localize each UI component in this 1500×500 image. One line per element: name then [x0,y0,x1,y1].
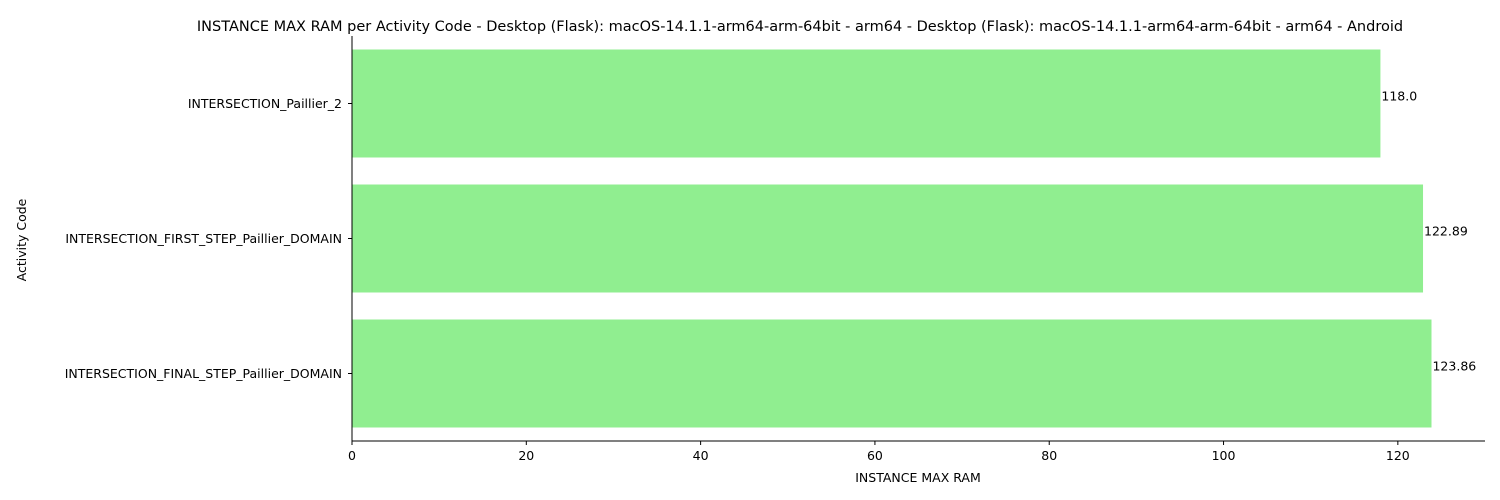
x-tick-label: 40 [693,448,709,463]
x-tick-label: 80 [1041,448,1057,463]
y-axis-label: Activity Code [14,198,29,281]
x-tick-label: 60 [867,448,883,463]
x-tick-label: 0 [348,448,356,463]
y-tick-label: INTERSECTION_Paillier_2 [188,96,342,111]
bar-value-label: 118.0 [1381,89,1417,104]
bar-0 [352,49,1381,158]
y-axis-ticks: INTERSECTION_Paillier_2 INTERSECTION_FIRS… [65,96,352,381]
y-tick-label: INTERSECTION_FIRST_STEP_Paillier_DOMAIN [65,231,342,246]
x-axis-label: INSTANCE MAX RAM [855,470,981,485]
x-tick-label: 20 [518,448,534,463]
bar-value-label: 123.86 [1432,359,1476,374]
value-labels-group: 118.0 122.89 123.86 [1381,89,1476,374]
bar-value-label: 122.89 [1424,224,1468,239]
y-tick-label: INTERSECTION_FINAL_STEP_Paillier_DOMAIN [65,366,342,381]
x-tick-label: 100 [1212,448,1236,463]
bar-1 [352,184,1424,293]
axes-frame [351,36,1485,442]
chart-title: INSTANCE MAX RAM per Activity Code - Des… [197,19,1403,35]
bars-group [352,49,1432,428]
bar-2 [352,319,1432,428]
x-axis-ticks: 0 20 40 60 80 100 120 [348,441,1410,463]
x-tick-label: 120 [1386,448,1410,463]
